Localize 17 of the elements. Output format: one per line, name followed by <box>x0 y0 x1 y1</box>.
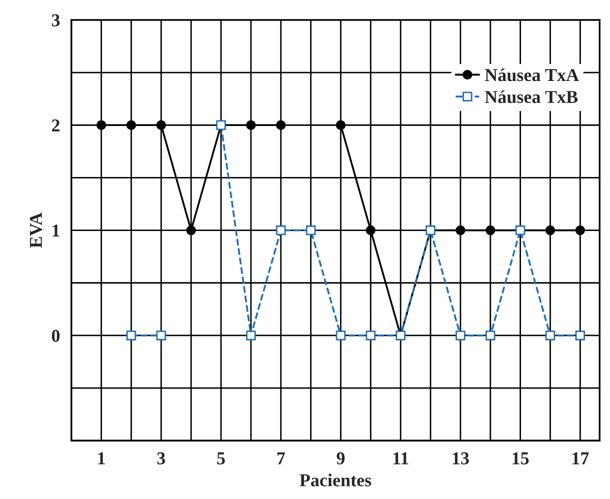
x-tick-label: 15 <box>512 452 529 464</box>
y-tick-label: 3 <box>52 14 60 26</box>
y-tick-label: 0 <box>52 330 60 342</box>
legend-label: Náusea TxA <box>484 68 579 82</box>
x-tick-label: 17 <box>572 452 589 464</box>
x-tick-label: 1 <box>98 452 105 464</box>
x-tick-label: 11 <box>394 452 408 464</box>
legend-label: Náusea TxB <box>484 90 578 104</box>
y-tick-label: 2 <box>52 119 60 132</box>
x-tick-label: 5 <box>217 452 225 464</box>
x-tick-label: 3 <box>157 452 166 464</box>
y-axis-title: EVA <box>30 212 42 248</box>
x-tick-label: 13 <box>452 452 469 464</box>
y-tick-label: 1 <box>52 224 60 237</box>
x-tick-label: 9 <box>336 452 345 464</box>
x-tick-label: 7 <box>277 452 285 464</box>
x-axis-title: Pacientes <box>300 474 372 486</box>
